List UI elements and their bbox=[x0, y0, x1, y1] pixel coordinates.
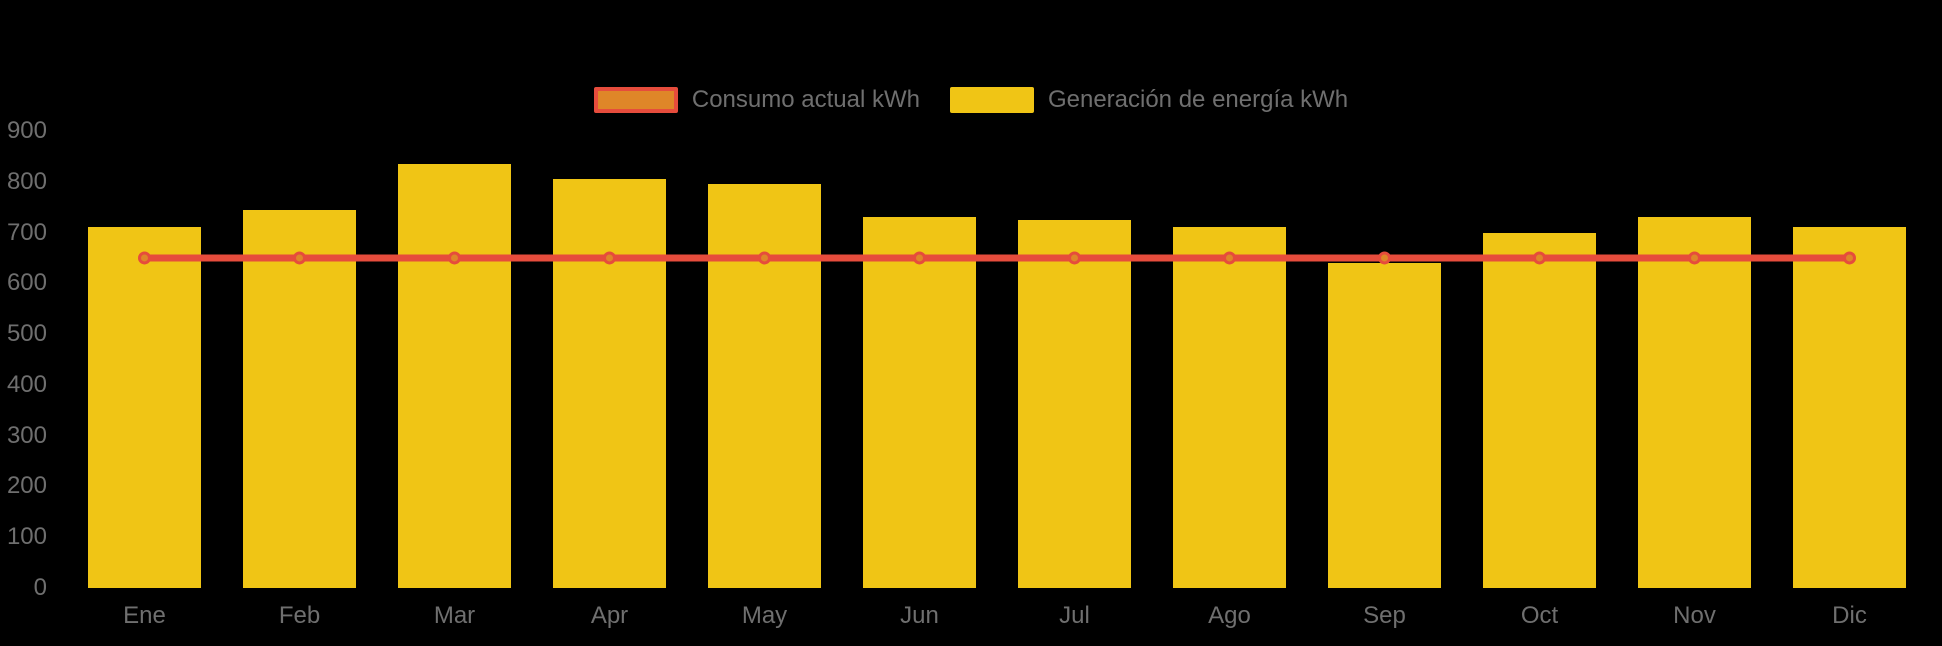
line-point-nov[interactable] bbox=[1688, 251, 1701, 265]
bar-oct[interactable] bbox=[1483, 232, 1596, 588]
y-tick-300: 300 bbox=[6, 421, 47, 449]
y-tick-400: 400 bbox=[6, 370, 47, 398]
bar-feb[interactable] bbox=[243, 209, 356, 588]
x-label-sep: Sep bbox=[1363, 602, 1406, 629]
y-tick-600: 600 bbox=[6, 269, 47, 297]
y-tick-500: 500 bbox=[6, 320, 47, 348]
x-label-ago: Ago bbox=[1208, 602, 1251, 629]
line-point-oct[interactable] bbox=[1533, 251, 1546, 265]
bar-ago[interactable] bbox=[1173, 227, 1286, 588]
bar-sep[interactable] bbox=[1328, 263, 1441, 588]
legend-item-generaci-n-de-energ-a-kwh[interactable]: Generación de energía kWh bbox=[949, 86, 1349, 113]
x-label-apr: Apr bbox=[590, 602, 629, 629]
x-label-jul: Jul bbox=[1059, 602, 1090, 629]
line-point-sep[interactable] bbox=[1378, 251, 1391, 265]
line-point-mar[interactable] bbox=[448, 251, 461, 265]
bar-jun[interactable] bbox=[863, 217, 976, 588]
y-tick-100: 100 bbox=[6, 523, 47, 551]
x-label-feb: Feb bbox=[278, 602, 321, 629]
y-tick-0: 0 bbox=[33, 574, 47, 601]
line-point-ago[interactable] bbox=[1223, 251, 1236, 265]
line-point-feb[interactable] bbox=[293, 251, 306, 265]
line-point-jun[interactable] bbox=[913, 251, 926, 265]
legend-swatch-line bbox=[593, 87, 678, 113]
y-tick-200: 200 bbox=[6, 472, 47, 500]
legend-label: Consumo actual kWh bbox=[691, 86, 920, 113]
y-tick-900: 900 bbox=[6, 117, 47, 144]
x-label-ene: Ene bbox=[123, 602, 166, 629]
bar-nov[interactable] bbox=[1638, 217, 1751, 588]
line-point-apr[interactable] bbox=[603, 251, 616, 265]
bar-mar[interactable] bbox=[398, 164, 511, 588]
bar-apr[interactable] bbox=[553, 179, 666, 588]
x-label-may: May bbox=[741, 602, 788, 629]
x-label-mar: Mar bbox=[433, 602, 476, 629]
line-point-dic[interactable] bbox=[1843, 251, 1856, 265]
bar-may[interactable] bbox=[708, 184, 821, 588]
bar-dic[interactable] bbox=[1793, 227, 1906, 588]
x-label-jun: Jun bbox=[900, 602, 939, 629]
chart-legend: Consumo actual kWh Generación de energía … bbox=[0, 74, 1942, 126]
line-point-ene[interactable] bbox=[138, 251, 151, 265]
line-point-jul[interactable] bbox=[1068, 251, 1081, 265]
line-point-may[interactable] bbox=[758, 251, 771, 265]
y-tick-800: 800 bbox=[6, 167, 47, 195]
y-tick-700: 700 bbox=[6, 218, 47, 246]
x-label-nov: Nov bbox=[1673, 602, 1716, 629]
x-label-dic: Dic bbox=[1832, 602, 1867, 629]
bar-jul[interactable] bbox=[1018, 219, 1131, 588]
legend-swatch-bar bbox=[949, 87, 1034, 113]
legend-label: Generación de energía kWh bbox=[1047, 86, 1349, 113]
bar-ene[interactable] bbox=[88, 227, 201, 588]
x-label-oct: Oct bbox=[1520, 602, 1559, 629]
legend-item-consumo-actual-kwh[interactable]: Consumo actual kWh bbox=[593, 86, 920, 113]
